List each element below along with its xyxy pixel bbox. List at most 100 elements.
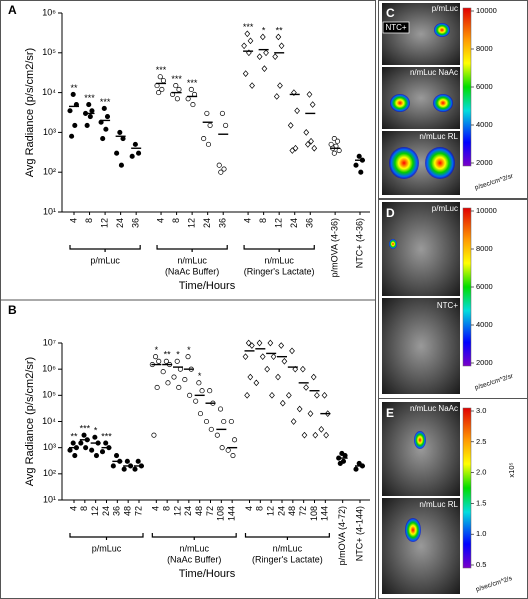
colorbar-tick-label: 1.0 [476,529,486,538]
y-axis-title: Avg Radiance (p/s/cm2/sr) [24,48,36,177]
group-bracket [244,533,330,540]
data-point [244,391,250,399]
colorbar-tick-label: 0.5 [476,560,486,569]
data-point [273,93,280,100]
x-tick-label: 108 [309,506,319,521]
data-point [337,460,343,466]
colorbar-tick-label: 10000 [476,6,497,15]
x-tick-label: 48 [123,506,133,516]
data-point [159,86,165,92]
data-point [336,147,342,154]
data-point [353,466,359,472]
data-point [89,447,95,453]
data-point [242,353,249,361]
data-point [232,437,238,443]
data-point [278,42,285,50]
data-point [70,91,76,97]
data-point [294,107,300,115]
data-point [256,53,263,60]
data-point [244,30,251,38]
significance: *** [243,22,254,32]
data-point [174,96,180,102]
panel-letter: E [386,406,394,420]
x-tick-label: 108 [216,506,226,521]
data-point [72,122,78,128]
data-point [269,391,275,399]
colorbar-tick-label: 6000 [476,282,493,291]
x-tick-label: 144 [320,506,330,521]
x-tick-label: 8 [171,218,181,223]
data-point [83,445,89,451]
data-point [216,162,222,168]
x-tick-label: 12 [266,506,276,516]
data-point [214,432,220,438]
data-point [208,426,214,432]
data-point [84,122,90,128]
group-label: n/mLuc [179,543,209,553]
data-point [72,452,78,459]
y-tick-label: 10⁷ [43,337,56,347]
data-point [205,141,212,147]
data-point [308,137,314,145]
data-point [114,150,120,156]
group-sublabel: (NaAc Buffer) [167,554,221,564]
significance: * [187,345,191,355]
significance: ** [276,25,284,35]
data-point [290,418,297,425]
group-sublabel: (NaAc Buffer) [165,266,219,276]
data-point [124,458,130,464]
group-bracket [243,245,315,252]
signal [433,94,453,112]
x-tick-label: 144 [227,506,237,521]
y-tick-label: 10³ [43,442,56,452]
x-tick-label: 24 [202,218,212,228]
data-point [358,169,364,175]
data-point [331,136,337,142]
x-tick-label: 8 [162,506,172,511]
x-axis-title: Time/Hours [179,280,236,292]
data-point [356,153,362,159]
data-point [312,431,319,439]
data-point [188,86,194,92]
y-tick-label: 10¹ [43,206,56,216]
data-point [207,388,213,394]
data-point [225,447,231,453]
x-tick-label: 4 [242,218,252,223]
y-tick-label: 10³ [43,127,56,137]
data-point [197,411,204,417]
data-point [223,122,229,128]
data-point [321,391,328,399]
significance: *** [156,65,167,75]
data-point [204,110,210,116]
y-tick-label: 10⁵ [42,390,56,400]
panel-e: E n/mLuc NaAc n/mLuc RL [378,398,528,599]
data-point [323,431,329,439]
data-point [160,78,166,84]
significance: *** [80,424,91,434]
x-tick-label: 24 [289,218,299,228]
group-label: p/mLuc [90,255,120,265]
data-point [218,169,224,175]
data-point [287,122,294,129]
data-point [228,418,234,425]
data-point [221,166,227,172]
signal [405,518,421,542]
group-label: n/mLuc [177,255,207,265]
significance: *** [101,431,112,441]
data-point [135,458,141,464]
data-point [247,37,254,45]
group-sublabel: (Ringer's Lactate) [244,266,315,276]
group-bracket [151,533,237,540]
data-point [176,86,182,92]
data-point [185,96,191,102]
x-tick-label: 24 [115,218,125,228]
data-point [289,347,295,355]
data-point [289,147,296,154]
data-point [190,102,196,108]
data-point [70,440,76,446]
group-label: n/mLuc [273,543,303,553]
data-point [118,162,124,168]
data-point [230,452,236,459]
data-point [104,114,111,120]
